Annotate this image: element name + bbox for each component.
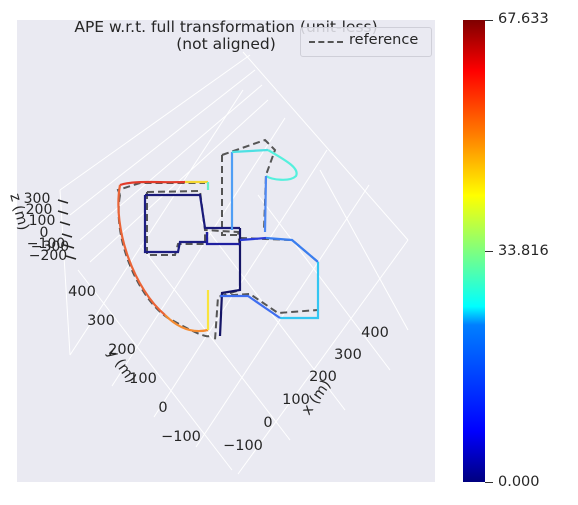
grid-line: [69, 89, 244, 356]
x-tick-label: 300: [334, 347, 362, 363]
x-tick-label: 100: [282, 392, 310, 408]
grid-line: [89, 99, 269, 263]
estimate-segment: [265, 149, 298, 181]
colorbar-label-mid: 33.816: [498, 243, 549, 259]
estimate-segment: [220, 294, 281, 319]
grid-line: [111, 117, 286, 387]
z-tick-mark: [61, 233, 73, 238]
estimate-segment: [164, 314, 209, 333]
colorbar-tick-min: [485, 482, 493, 483]
grid-line: [319, 169, 409, 331]
z-tick-mark: [65, 255, 77, 260]
grid-line: [199, 219, 346, 411]
z-tick-mark: [57, 210, 69, 215]
y-tick-label: 200: [108, 342, 136, 358]
estimate-segment: [119, 180, 186, 187]
x-tick-label: −100: [223, 438, 263, 454]
grid-line: [59, 54, 251, 191]
z-tick-mark: [59, 221, 71, 226]
grid-line: [77, 269, 233, 471]
y-tick-label: 400: [68, 284, 96, 300]
estimate-segment: [265, 236, 319, 263]
reference-segment: [221, 155, 238, 236]
estimate-segment: [218, 228, 242, 337]
estimate-segment: [117, 184, 166, 316]
estimate-segment: [263, 175, 268, 233]
grid-line: [59, 189, 71, 356]
legend-reference-label: reference: [349, 32, 419, 48]
z-tick-label: 0: [40, 225, 49, 241]
z-tick-label: −300: [31, 239, 69, 255]
x-tick-label: 400: [361, 325, 389, 341]
z-tick-label: 300: [24, 191, 51, 207]
axes-background: [17, 20, 435, 482]
grid-line: [242, 51, 409, 241]
legend-reference-swatch: [309, 41, 343, 43]
chart-subtitle: (not aligned): [176, 35, 276, 53]
estimate-segment: [280, 262, 320, 320]
z-tick-mark: [63, 244, 75, 249]
z-tick-label: −200: [29, 248, 67, 264]
z-tick-label: −100: [27, 236, 65, 252]
grid-line: [79, 84, 263, 241]
pane-grid: [59, 51, 409, 475]
colorbar-label-min: 0.000: [498, 474, 540, 490]
estimate-segment: [145, 193, 240, 230]
y-tick-label: 100: [129, 371, 157, 387]
estimate-trajectory: [117, 148, 320, 337]
grid-line: [139, 244, 291, 441]
z-tick-mark: [57, 199, 69, 204]
legend: reference: [300, 27, 432, 57]
colorbar: [463, 20, 485, 482]
colorbar-label-max: 67.633: [498, 11, 549, 27]
y-tick-label: 0: [158, 400, 167, 416]
y-tick-label: −100: [161, 429, 201, 445]
y-tick-label: 300: [87, 313, 115, 329]
z-tick-label: 100: [29, 213, 56, 229]
colorbar-tick-mid: [485, 251, 493, 252]
colorbar-tick-max: [485, 20, 493, 21]
grid-line: [257, 194, 391, 371]
grid-line: [195, 184, 370, 448]
estimate-segment: [231, 148, 269, 154]
x-tick-label: 0: [263, 415, 272, 431]
z-tick-label: 200: [26, 202, 53, 218]
x-tick-label: 200: [309, 369, 337, 385]
estimate-segment: [239, 236, 267, 242]
grid-line: [69, 69, 256, 216]
estimate-segment: [205, 232, 240, 246]
